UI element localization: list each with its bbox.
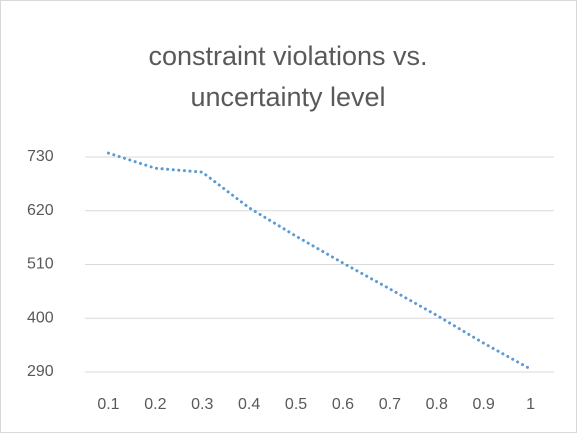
x-tick-label: 1 bbox=[526, 396, 535, 413]
data-line bbox=[106, 151, 533, 371]
x-tick-label: 0.4 bbox=[238, 396, 260, 413]
chart-title: constraint violations vs. uncertainty le… bbox=[148, 41, 428, 112]
x-tick-label: 0.7 bbox=[379, 396, 401, 413]
y-tick-label: 400 bbox=[27, 309, 54, 326]
y-tick-label: 510 bbox=[27, 256, 54, 273]
y-tick-label: 620 bbox=[27, 202, 54, 219]
x-tick-label: 0.1 bbox=[97, 396, 119, 413]
y-tick-label: 290 bbox=[27, 363, 54, 380]
x-tick-label: 0.3 bbox=[191, 396, 213, 413]
x-tick-label: 0.9 bbox=[473, 396, 495, 413]
x-tick-label: 0.2 bbox=[144, 396, 166, 413]
x-tick-label: 0.8 bbox=[426, 396, 448, 413]
x-tick-label: 0.5 bbox=[285, 396, 307, 413]
x-tick-label: 0.6 bbox=[332, 396, 354, 413]
y-tick-label: 730 bbox=[27, 148, 54, 165]
